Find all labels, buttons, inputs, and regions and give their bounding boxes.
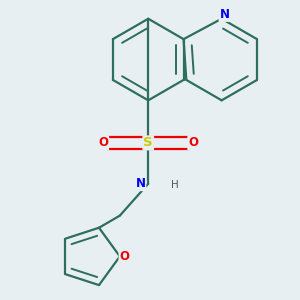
Text: O: O bbox=[98, 136, 108, 149]
Text: N: N bbox=[220, 8, 230, 21]
Text: O: O bbox=[188, 136, 198, 149]
Text: N: N bbox=[135, 177, 146, 190]
Text: H: H bbox=[171, 180, 179, 190]
Text: O: O bbox=[119, 250, 130, 263]
Text: S: S bbox=[143, 136, 153, 149]
